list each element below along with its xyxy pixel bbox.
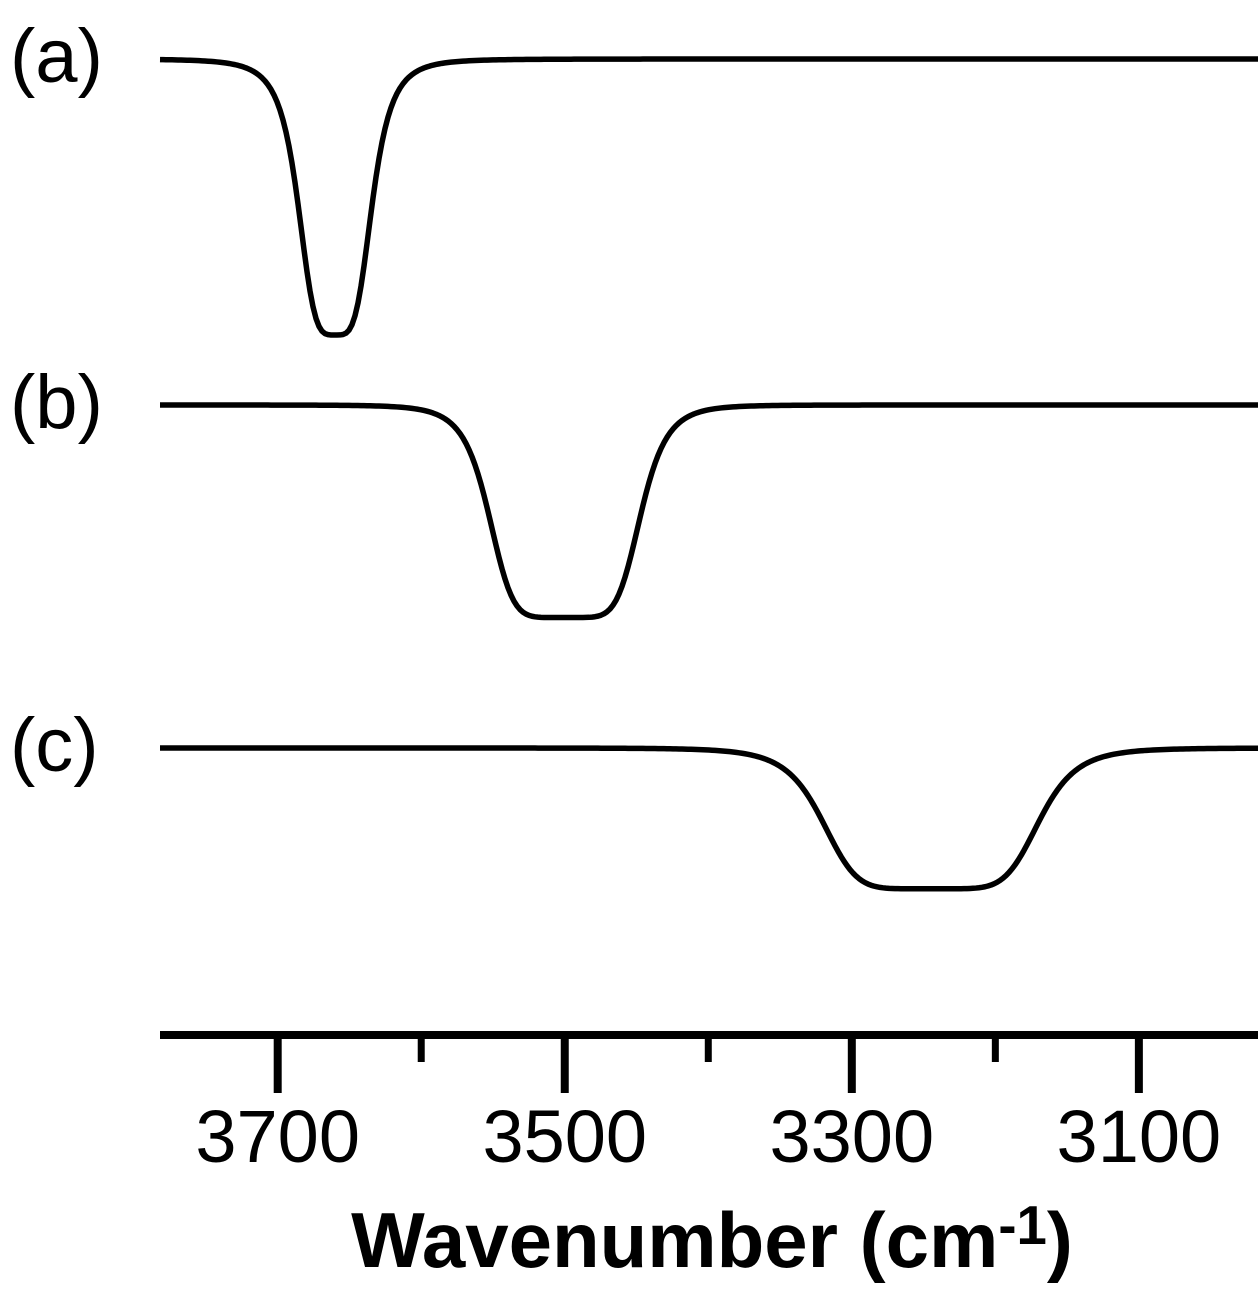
trace-curve-c: [160, 745, 1258, 892]
trace-label-a: (a): [10, 14, 103, 99]
x-axis-tick-label-3300: 3300: [769, 1095, 935, 1178]
x-axis-title-close: ): [1046, 1196, 1073, 1284]
x-axis-title: Wavenumber (cm-1): [351, 1195, 1073, 1284]
x-axis-tick-label-3500: 3500: [482, 1095, 648, 1178]
x-axis-tick-label-3700: 3700: [195, 1095, 360, 1178]
trace-label-c: (c): [10, 703, 99, 788]
trace-curve-a: [159, 56, 1258, 338]
x-axis-title-base: Wavenumber (cm: [351, 1196, 999, 1284]
x-axis-tick-label-3100: 3100: [1056, 1095, 1222, 1178]
trace-label-b: (b): [10, 360, 103, 445]
x-axis-title-exponent: -1: [998, 1195, 1047, 1257]
trace-curve-b: [160, 402, 1258, 621]
